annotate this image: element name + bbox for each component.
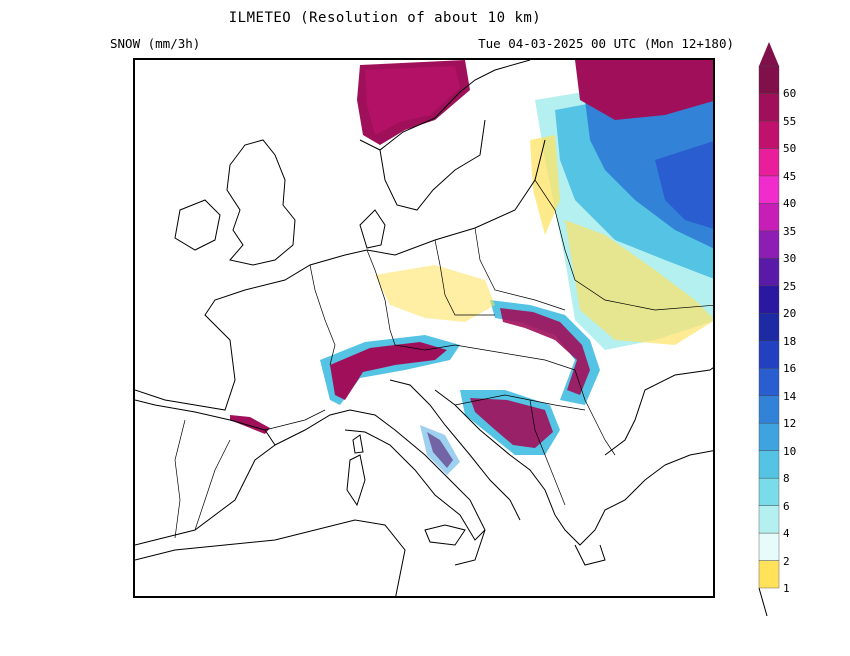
legend-swatch <box>758 340 780 369</box>
legend-swatch <box>758 313 780 341</box>
legend-swatch <box>758 505 780 534</box>
legend-swatch <box>758 175 780 204</box>
legend-label: 14 <box>783 389 797 403</box>
legend-label: 20 <box>783 307 797 321</box>
legend-swatch <box>758 450 780 479</box>
snow-region-norway-edge <box>365 66 460 135</box>
snow-region-balkans <box>470 398 553 448</box>
legend-label: 35 <box>783 224 797 238</box>
color-legend: 1 2 4 6 8 10 12 14 16 18 20 25 30 35 40 45 50 55 60 <box>757 40 839 620</box>
valid-time-label: Tue 04-03-2025 00 UTC (Mon 12+180) <box>478 36 734 51</box>
snow-overlay <box>230 60 713 475</box>
legend-label: 60 <box>783 87 797 101</box>
legend-label: 30 <box>783 252 797 266</box>
snow-region-north-extreme <box>575 60 713 120</box>
snow-region-east-trace <box>565 220 713 345</box>
legend-swatch <box>758 477 780 506</box>
legend-swatch <box>758 395 780 424</box>
country-borders <box>174 179 713 539</box>
legend-swatch <box>758 65 780 94</box>
snow-region-pyrenees <box>230 415 270 434</box>
legend-swatch <box>758 148 780 177</box>
legend-swatch <box>758 532 780 561</box>
legend-swatch <box>758 230 780 259</box>
legend-swatch <box>758 285 780 314</box>
legend-arrow-top <box>759 42 779 66</box>
legend-tail <box>758 587 768 617</box>
legend-label: 16 <box>783 362 797 376</box>
legend-label: 25 <box>783 279 797 293</box>
legend-label: 2 <box>783 554 790 568</box>
legend-swatch <box>758 93 780 122</box>
snow-region-central-trace <box>375 265 495 322</box>
legend-swatch <box>758 258 780 286</box>
map-title: ILMETEO (Resolution of about 10 km) <box>228 10 542 26</box>
legend-label: 12 <box>783 417 797 431</box>
snow-region-alps <box>330 342 447 400</box>
legend-label: 8 <box>783 472 790 486</box>
legend-label: 55 <box>783 114 797 128</box>
legend-label: 1 <box>783 582 790 595</box>
legend-label: 40 <box>783 197 797 211</box>
legend-label: 45 <box>783 169 797 183</box>
legend-swatch <box>758 120 780 149</box>
snow-region-carpathians <box>500 308 590 395</box>
europe-snow-map <box>135 60 713 596</box>
legend-swatch <box>758 560 780 589</box>
legend-label: 50 <box>783 142 797 156</box>
legend-label: 10 <box>783 444 797 458</box>
snow-region-east-veryheavy <box>655 141 713 229</box>
legend-label: 4 <box>783 527 790 541</box>
legend-colorbar <box>758 42 780 617</box>
legend-label: 18 <box>783 334 797 348</box>
legend-swatch <box>758 203 780 232</box>
variable-label: SNOW (mm/3h) <box>110 36 201 51</box>
legend-label: 6 <box>783 499 790 513</box>
legend-swatch <box>758 422 780 451</box>
legend-swatch <box>758 368 780 396</box>
snow-region-apennines-edge <box>420 425 460 475</box>
map-panel <box>133 58 715 598</box>
snow-region-baltic-trace <box>530 135 560 235</box>
